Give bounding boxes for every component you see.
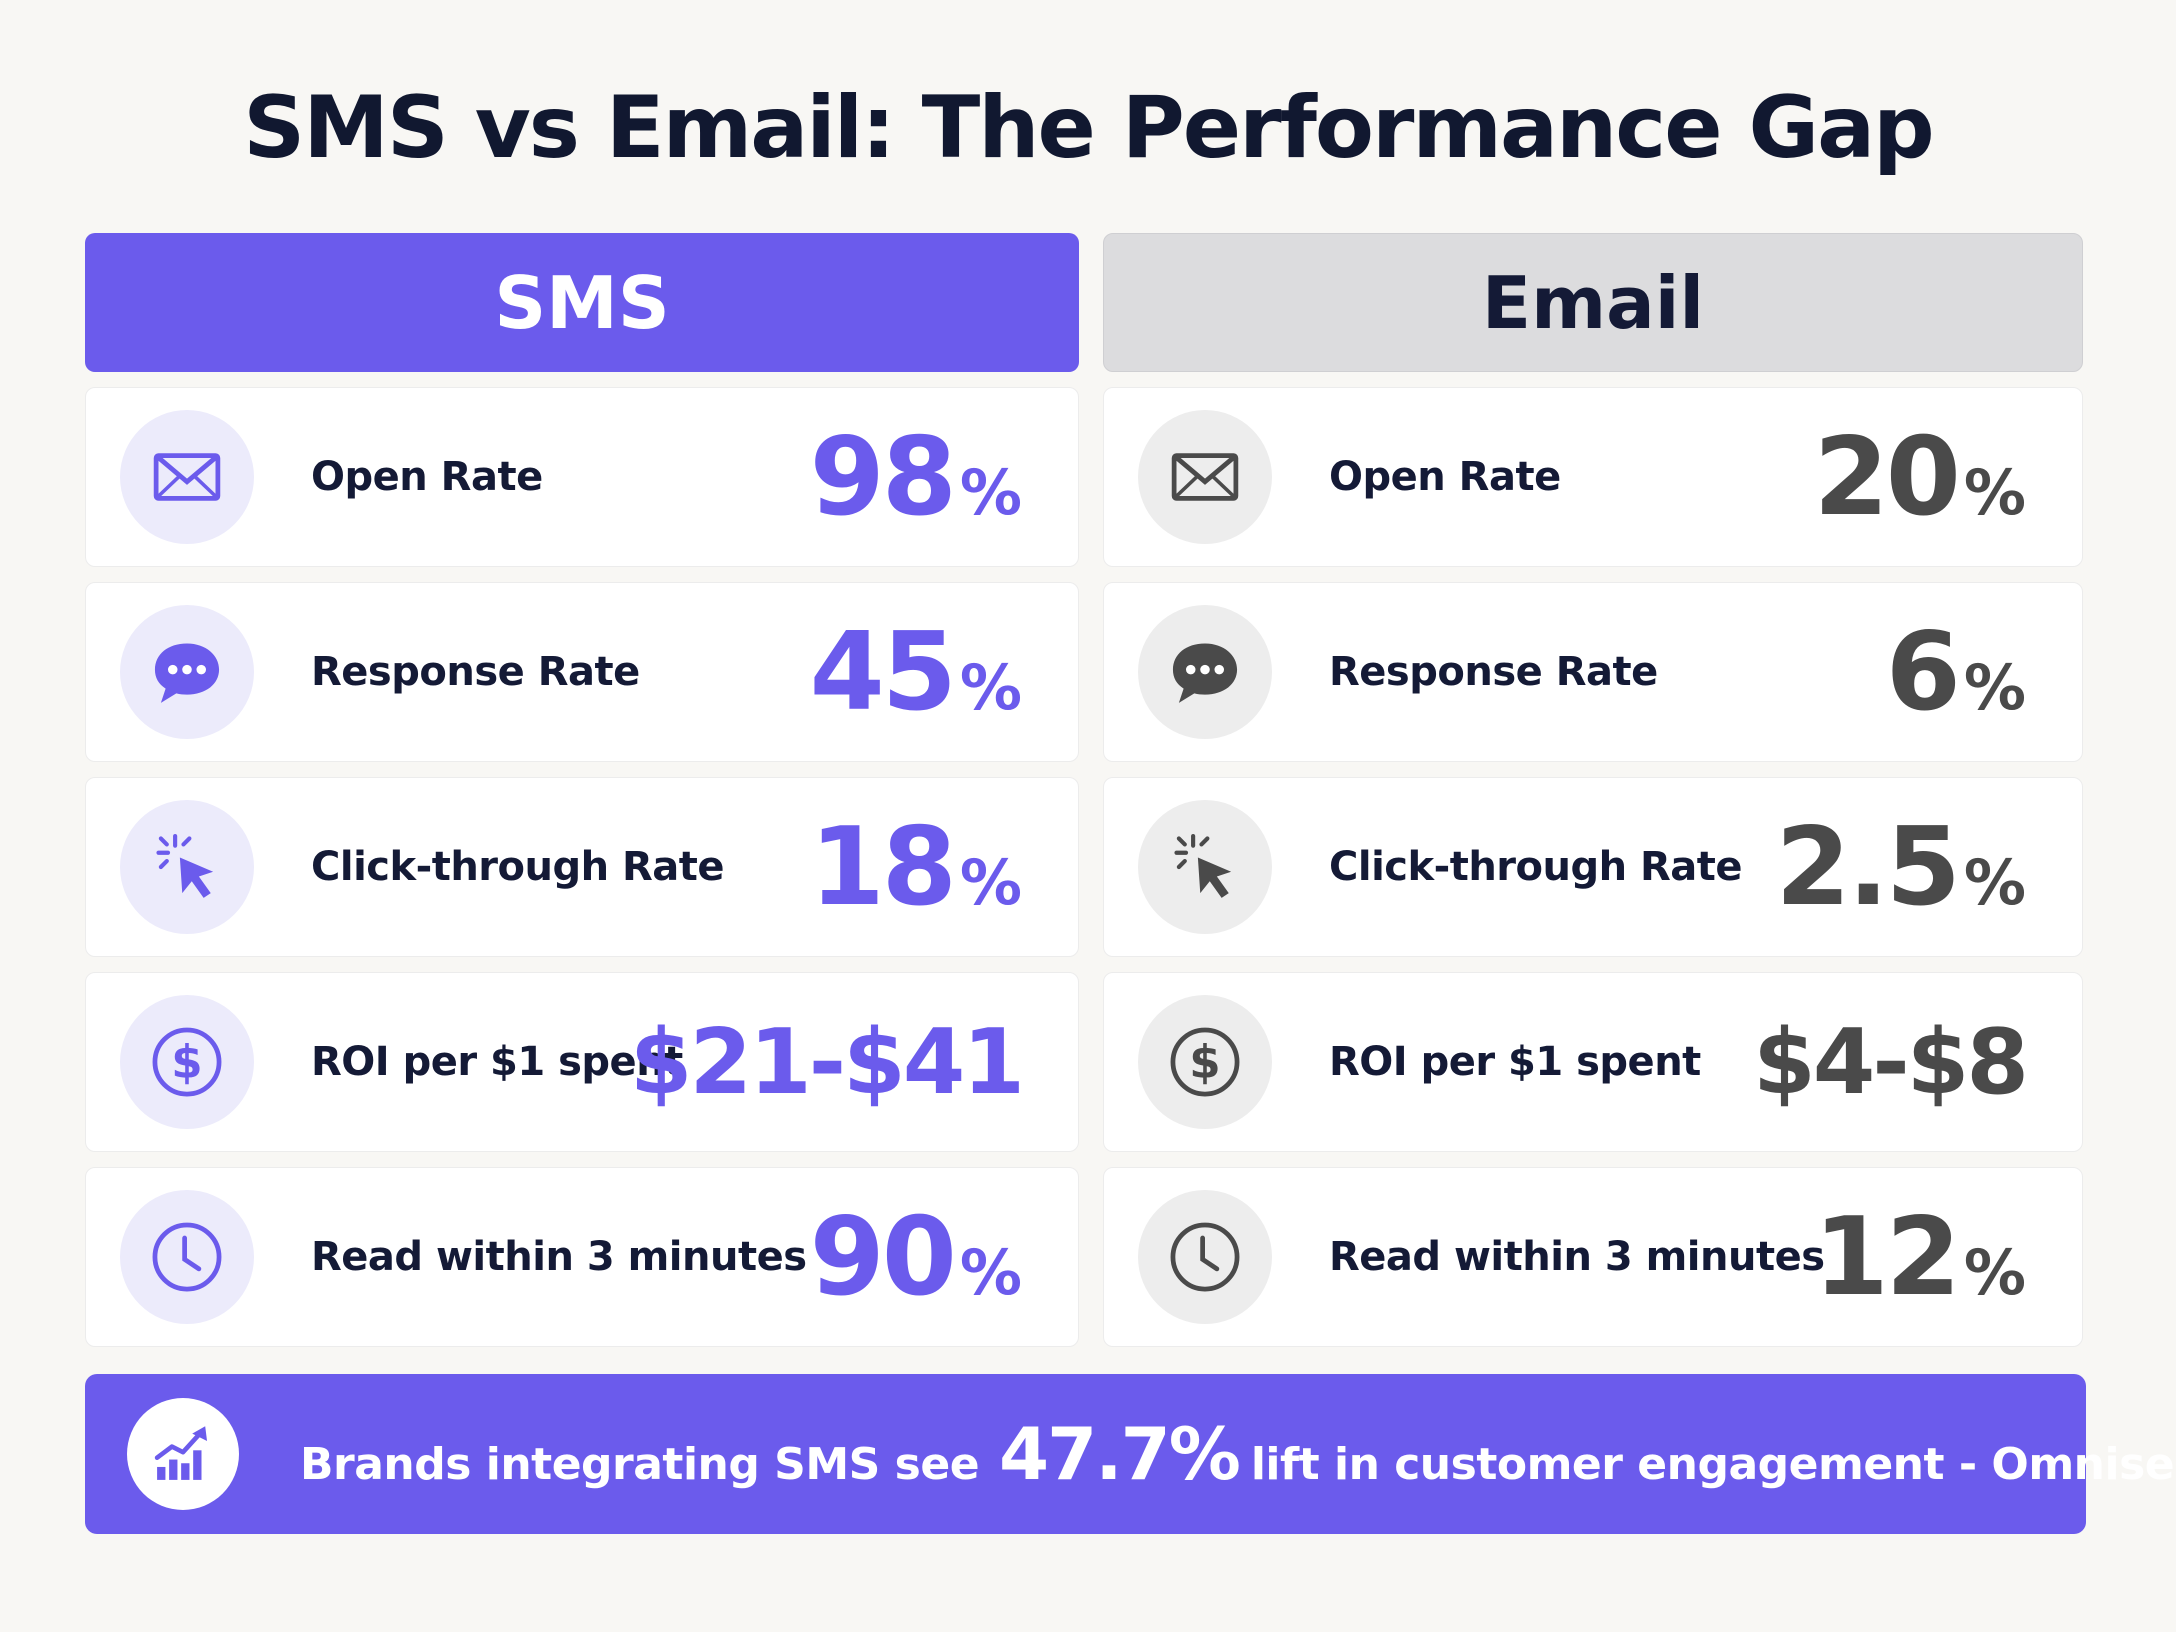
metric-number: $4-$8 <box>1753 1009 2029 1115</box>
metric-number: $21-$41 <box>629 1009 1025 1115</box>
metric-value: 20% <box>1814 415 2026 540</box>
metric-label: Response Rate <box>1329 649 1658 695</box>
column: Email Open Rate 20% Response Rate 6% Click-th… <box>1103 233 2083 1347</box>
page-title: SMS vs Email: The Performance Gap <box>243 78 1934 178</box>
metric-label: Open Rate <box>311 454 543 500</box>
metric-label: Open Rate <box>1329 454 1561 500</box>
metric-icon <box>1138 605 1272 739</box>
metric-label: ROI per $1 spent <box>311 1039 683 1085</box>
metric-card: Read within 3 minutes 90% <box>85 1167 1079 1347</box>
metric-number: 2.5 <box>1775 804 1961 930</box>
chart-icon-graphic <box>154 1426 208 1480</box>
metric-value: 45% <box>810 610 1022 735</box>
metric-icon <box>120 410 254 544</box>
metric-value: 98% <box>810 415 1022 540</box>
metric-number: 6 <box>1885 609 1961 735</box>
metric-number: 12 <box>1813 1194 1961 1320</box>
metric-label: Click-through Rate <box>1329 844 1743 890</box>
metric-unit: % <box>1963 1235 2026 1309</box>
metric-card: Response Rate 6% <box>1103 582 2083 762</box>
metric-value: 6% <box>1886 610 2026 735</box>
svg-text:$: $ <box>1189 1035 1220 1088</box>
footer-banner: Brands integrating SMS see 47.7% lift in… <box>85 1374 2176 1534</box>
metric-number: 45 <box>809 609 957 735</box>
metric-value: $4-$8 <box>1753 1009 2029 1115</box>
metric-card: $ ROI per $1 spent $21-$41 <box>85 972 1079 1152</box>
metric-icon <box>120 605 254 739</box>
metric-icon <box>120 1190 254 1324</box>
metric-card: $ ROI per $1 spent $4-$8 <box>1103 972 2083 1152</box>
metric-unit: % <box>959 650 1022 724</box>
footer-highlight: 47.7% <box>999 1412 1241 1496</box>
metric-value: 12% <box>1814 1195 2026 1320</box>
metric-unit: % <box>959 1235 1022 1309</box>
metric-unit: % <box>1963 650 2026 724</box>
metric-icon <box>1138 1190 1272 1324</box>
metric-number: 98 <box>809 414 957 540</box>
metric-icon: $ <box>120 995 254 1129</box>
metric-card: Open Rate 20% <box>1103 387 2083 567</box>
metric-icon <box>1138 410 1272 544</box>
metric-card: Click-through Rate 2.5% <box>1103 777 2083 957</box>
svg-text:$: $ <box>171 1035 202 1088</box>
footer-suffix: lift in customer engagement - Omnisend <box>1250 1439 2176 1490</box>
metric-label: ROI per $1 spent <box>1329 1039 1701 1085</box>
metric-label: Response Rate <box>311 649 640 695</box>
footer-prefix: Brands integrating SMS see <box>300 1439 980 1490</box>
metric-card: Click-through Rate 18% <box>85 777 1079 957</box>
metric-value: 18% <box>810 805 1022 930</box>
chart-icon <box>127 1398 239 1510</box>
metric-number: 18 <box>809 804 957 930</box>
column-header: SMS <box>85 233 1079 372</box>
metric-unit: % <box>959 845 1022 919</box>
metric-unit: % <box>1963 845 2026 919</box>
metric-card: Read within 3 minutes 12% <box>1103 1167 2083 1347</box>
column: SMS Open Rate 98% Response Rate 45% Click-thr… <box>85 233 1079 1347</box>
column-header: Email <box>1103 233 2083 372</box>
metric-card: Response Rate 45% <box>85 582 1079 762</box>
metric-unit: % <box>1963 455 2026 529</box>
metric-label: Read within 3 minutes <box>1329 1234 1825 1280</box>
metric-value: $21-$41 <box>629 1009 1025 1115</box>
metric-number: 90 <box>809 1194 957 1320</box>
metric-value: 2.5% <box>1776 805 2026 930</box>
metric-icon: $ <box>1138 995 1272 1129</box>
footer-text: Brands integrating SMS see 47.7% lift in… <box>300 1412 2176 1496</box>
metric-icon <box>1138 800 1272 934</box>
metric-card: Open Rate 98% <box>85 387 1079 567</box>
metric-unit: % <box>959 455 1022 529</box>
metric-label: Read within 3 minutes <box>311 1234 807 1280</box>
metric-number: 20 <box>1813 414 1961 540</box>
metric-value: 90% <box>810 1195 1022 1320</box>
metric-icon <box>120 800 254 934</box>
metric-label: Click-through Rate <box>311 844 725 890</box>
